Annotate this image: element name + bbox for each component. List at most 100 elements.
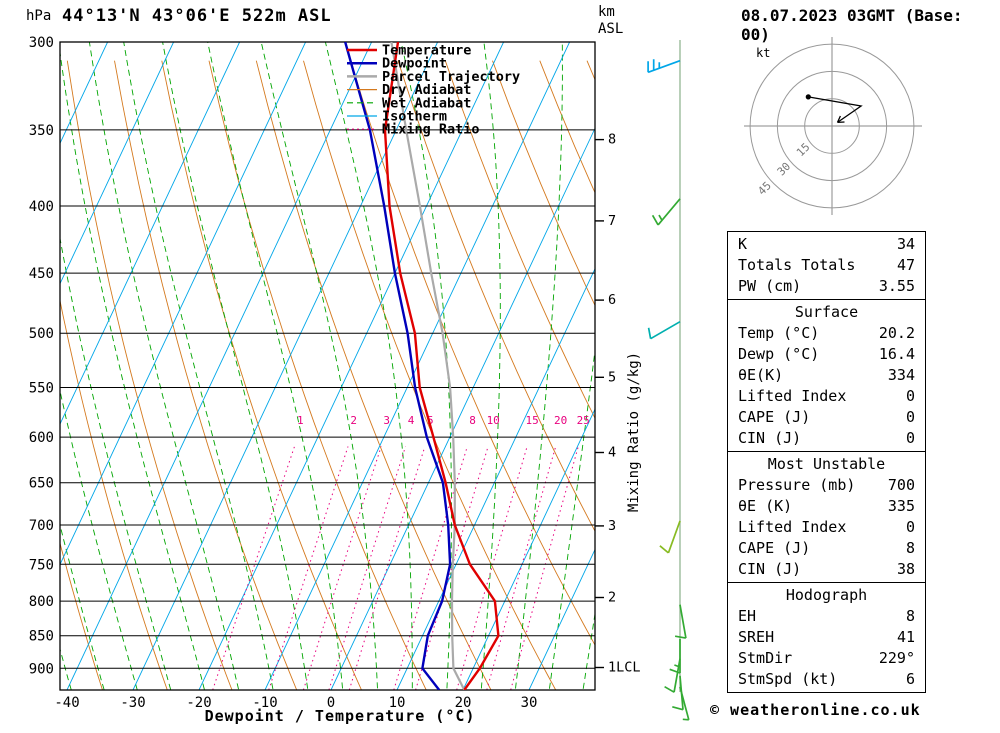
index-label: θE (K) — [738, 497, 793, 515]
mixing-ratio-axis-label: Mixing Ratio (g/kg) — [626, 352, 642, 512]
index-label: Temp (°C) — [738, 324, 820, 342]
km-axis: 8 7 6 5 4 3 2 1LCL — [595, 132, 641, 676]
index-value: 47 — [896, 256, 915, 274]
indices-box: Most Unstable Pressure (mb) 700 θE (K) 335 Li… — [727, 451, 926, 583]
svg-text:550: 550 — [29, 381, 54, 397]
index-value: 700 — [887, 476, 915, 494]
indices-box: Hodograph EH 8 SREH 41 StmDir 229° StmSpd (kt) 6 — [727, 582, 926, 693]
hodograph-unit-label: kt — [756, 46, 770, 60]
index-value: 3.55 — [878, 277, 915, 295]
svg-text:20: 20 — [455, 695, 472, 711]
skewt-chart: 1 2 3 4 5 8 10 15 20 25 300 350 400 450 500 550 600 650 70… — [29, 35, 690, 721]
svg-text:10: 10 — [389, 695, 406, 711]
svg-text:-10: -10 — [252, 695, 277, 711]
svg-text:850: 850 — [29, 629, 54, 645]
legend-item-label: Isotherm — [382, 109, 447, 125]
svg-text:25: 25 — [577, 414, 590, 427]
svg-text:10: 10 — [487, 414, 500, 427]
svg-text:-20: -20 — [186, 695, 211, 711]
index-label: CAPE (J) — [738, 408, 811, 426]
svg-text:5: 5 — [427, 414, 434, 427]
index-value: 335 — [887, 497, 915, 515]
svg-text:5: 5 — [608, 369, 616, 385]
svg-text:900: 900 — [29, 661, 54, 677]
svg-text:450: 450 — [29, 266, 54, 282]
index-label: StmSpd (kt) — [738, 670, 838, 688]
asl-axis-unit: ASL — [598, 21, 624, 37]
index-label: CIN (J) — [738, 429, 802, 447]
index-label: Lifted Index — [738, 518, 847, 536]
svg-text:4: 4 — [408, 414, 415, 427]
svg-text:3: 3 — [608, 518, 616, 534]
date-title: 08.07.2023 03GMT (Base: 00) — [741, 6, 963, 44]
index-row: StmDir 229° — [728, 648, 925, 669]
index-value: 16.4 — [878, 345, 915, 363]
svg-text:800: 800 — [29, 594, 54, 610]
svg-text:7: 7 — [608, 213, 616, 229]
index-value: 38 — [896, 560, 915, 578]
index-label: K — [738, 235, 748, 253]
svg-text:15: 15 — [794, 141, 813, 160]
km-axis-unit: km — [598, 4, 615, 20]
svg-text:400: 400 — [29, 199, 54, 215]
svg-text:2: 2 — [350, 414, 357, 427]
index-value: 0 — [905, 408, 915, 426]
svg-text:650: 650 — [29, 476, 54, 492]
legend-item-label: Dewpoint — [382, 56, 447, 72]
index-label: EH — [738, 607, 757, 625]
index-value: 0 — [905, 387, 915, 405]
index-label: θE(K) — [738, 366, 784, 384]
wet-adiabat-lines — [60, 42, 595, 690]
wind-barbs — [647, 40, 690, 721]
index-label: Dewp (°C) — [738, 345, 820, 363]
index-value: 6 — [905, 670, 915, 688]
index-row: Temp (°C) 20.2 — [728, 323, 925, 344]
page-title: 44°13'N 43°06'E 522m ASL — [62, 6, 332, 26]
svg-text:600: 600 — [29, 430, 54, 446]
svg-text:2: 2 — [608, 590, 616, 606]
x-axis-label: Dewpoint / Temperature (°C) — [204, 707, 476, 725]
index-row: Totals Totals 47 — [728, 255, 925, 276]
dewpoint-curve — [344, 42, 452, 690]
index-value: 20.2 — [878, 324, 915, 342]
parcel-trajectory-curve — [390, 42, 466, 690]
index-value: 0 — [905, 429, 915, 447]
svg-text:-30: -30 — [120, 695, 145, 711]
svg-text:350: 350 — [29, 123, 54, 139]
svg-text:8: 8 — [608, 132, 616, 148]
indices-box-header: Most Unstable — [767, 455, 886, 473]
index-row: θE(K) 334 — [728, 365, 925, 386]
indices-box: Surface Temp (°C) 20.2 Dewp (°C) 16.4 θE(K) 33… — [727, 299, 926, 452]
indices-box-header: Surface — [794, 303, 859, 321]
hodograph-chart: 15 30 45 kt — [740, 33, 926, 219]
pressure-unit-label: hPa — [26, 8, 52, 24]
temperature-curve — [383, 42, 500, 690]
index-label: CIN (J) — [738, 560, 802, 578]
index-value: 34 — [896, 235, 915, 253]
indices-tables: K 34 Totals Totals 47 PW (cm) 3.55 Surface Temp… — [727, 231, 926, 693]
svg-text:750: 750 — [29, 557, 54, 573]
index-row: Dewp (°C) 16.4 — [728, 344, 925, 365]
index-label: StmDir — [738, 649, 793, 667]
hodograph-rings — [749, 43, 915, 209]
legend-item-label: Mixing Ratio — [382, 122, 480, 138]
index-row: CIN (J) 38 — [728, 559, 925, 580]
copyright: © weatheronline.co.uk — [710, 701, 921, 719]
index-row: CAPE (J) 8 — [728, 538, 925, 559]
plot-frame — [59, 41, 596, 691]
svg-text:20: 20 — [554, 414, 567, 427]
index-row: Pressure (mb) 700 — [728, 475, 925, 496]
index-row: K 34 — [728, 234, 925, 255]
legend-item-label: Wet Adiabat — [382, 95, 471, 111]
index-row: Lifted Index 0 — [728, 517, 925, 538]
hodograph-trace-start — [805, 94, 811, 100]
index-value: 8 — [905, 539, 915, 557]
svg-text:30: 30 — [775, 160, 794, 179]
svg-text:8: 8 — [469, 414, 476, 427]
pressure-tick-labels: 300 350 400 450 500 550 600 650 700 750 800 850 900 — [29, 35, 54, 677]
svg-text:4: 4 — [608, 445, 616, 461]
legend-item-label: Dry Adiabat — [382, 82, 471, 98]
index-value: 41 — [896, 628, 915, 646]
